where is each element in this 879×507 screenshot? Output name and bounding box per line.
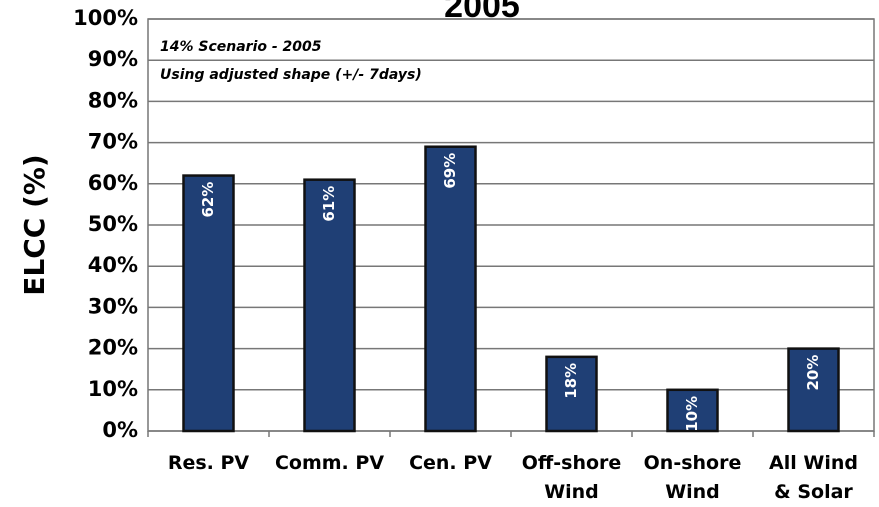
x-tick-label-line: Res. PV — [168, 452, 250, 474]
x-tick-label-line: Wind — [665, 481, 720, 503]
y-tick-label: 100% — [73, 6, 138, 30]
y-tick-label: 90% — [88, 47, 138, 71]
x-tick-label: On-shore Wind — [644, 452, 742, 503]
value-label: 18% — [562, 363, 580, 399]
x-tick-label-line: All Wind — [769, 452, 858, 474]
y-tick-label: 80% — [88, 88, 138, 112]
x-tick-label: All Wind & Solar — [769, 452, 858, 503]
y-tick-label: 0% — [102, 418, 138, 442]
x-tick-label: Off-shore Wind — [522, 452, 622, 503]
value-label: 20% — [804, 355, 822, 391]
value-label: 69% — [441, 153, 459, 189]
x-tick-label-line: Off-shore — [522, 452, 622, 474]
y-axis-label: ELCC (%) — [18, 154, 51, 295]
bar — [182, 174, 235, 433]
bar — [666, 388, 719, 433]
x-tick-label: Cen. PV — [409, 452, 492, 474]
y-tick-label: 60% — [88, 171, 138, 195]
value-label: 10% — [683, 396, 701, 432]
x-tick-label: Res. PV — [168, 452, 250, 474]
y-tick-label: 20% — [88, 336, 138, 360]
y-tick-label: 40% — [88, 253, 138, 277]
annotation: Using adjusted shape (+/- 7days) — [160, 67, 422, 83]
bar — [303, 178, 356, 433]
bar — [545, 355, 598, 433]
bar — [787, 347, 840, 433]
y-tick-label: 50% — [88, 212, 138, 236]
x-tick-label-line: On-shore — [644, 452, 742, 474]
x-tick-label-line: Cen. PV — [409, 452, 492, 474]
x-tick-label-line: Wind — [544, 481, 599, 503]
annotation: 14% Scenario - 2005 — [160, 39, 322, 55]
value-label: 62% — [199, 182, 217, 218]
chart-title: 2005 — [444, 0, 520, 25]
y-tick-label: 10% — [88, 377, 138, 401]
y-tick-label: 30% — [88, 294, 138, 318]
bar — [424, 145, 477, 433]
y-tick-label: 70% — [88, 130, 138, 154]
x-tick-label-line: & Solar — [774, 481, 853, 503]
x-tick-label-line: Comm. PV — [275, 452, 384, 474]
x-tick-label: Comm. PV — [275, 452, 384, 474]
value-label: 61% — [320, 186, 338, 222]
